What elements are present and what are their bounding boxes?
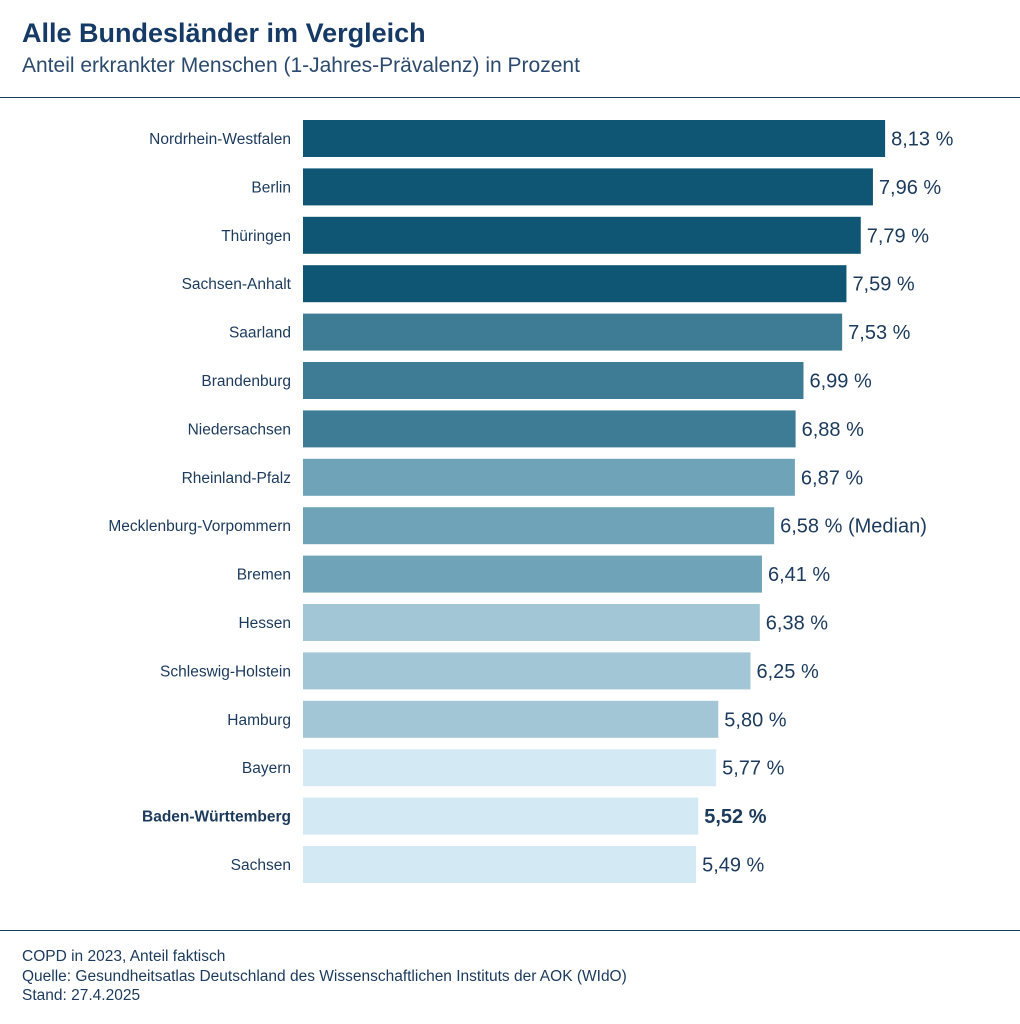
bar-row: Berlin 7,96 % xyxy=(251,168,941,206)
value-label: 6,25 % xyxy=(757,661,819,683)
value-label: 7,53 % xyxy=(848,322,910,344)
bar xyxy=(303,120,886,157)
value-label: 6,99 % xyxy=(809,371,871,393)
bar xyxy=(303,216,861,254)
bar-row: Brandenburg 6,99 % xyxy=(201,362,872,399)
bar xyxy=(303,652,751,690)
value-label: 6,41 % xyxy=(768,564,830,586)
chart-subtitle: Anteil erkrankter Menschen (1-Jahres-Prä… xyxy=(22,54,580,77)
bar-row: Sachsen 5,49 % xyxy=(231,846,765,883)
bar xyxy=(303,168,873,206)
bar-row: Hessen 6,38 % xyxy=(238,604,828,641)
value-label: 6,87 % xyxy=(801,467,863,489)
bar-chart: Nordrhein-Westfalen 8,13 % Berlin 7,96 % Thü… xyxy=(108,120,954,883)
category-label: Hamburg xyxy=(227,712,291,729)
category-label: Brandenburg xyxy=(201,373,291,390)
category-label: Bremen xyxy=(237,567,291,584)
chart-title: Alle Bundesländer im Vergleich xyxy=(22,18,426,48)
footer-note: COPD in 2023, Anteil faktisch xyxy=(22,948,226,965)
bar xyxy=(303,265,847,303)
bar-row: Schleswig-Holstein 6,25 % xyxy=(160,652,819,690)
bar xyxy=(303,700,719,738)
bar xyxy=(303,846,697,883)
bottom-divider xyxy=(0,930,1020,931)
bar-row: Bayern 5,77 % xyxy=(242,749,785,787)
value-label: 5,49 % xyxy=(702,855,764,877)
bar xyxy=(303,410,796,448)
bar xyxy=(303,507,775,545)
category-label: Sachsen xyxy=(231,857,291,874)
value-label: 5,77 % xyxy=(722,758,784,780)
category-label: Rheinland-Pfalz xyxy=(182,470,291,487)
category-label: Schleswig-Holstein xyxy=(160,663,291,680)
bar-row: Nordrhein-Westfalen 8,13 % xyxy=(149,120,954,157)
bar-row: Mecklenburg-Vorpommern 6,58 % (Median) xyxy=(108,507,927,545)
bar-row: Sachsen-Anhalt 7,59 % xyxy=(182,265,915,303)
category-label: Baden-Württemberg xyxy=(142,809,291,826)
category-label: Bayern xyxy=(242,760,291,777)
bar-row: Rheinland-Pfalz 6,87 % xyxy=(182,458,863,496)
category-label: Thüringen xyxy=(221,228,291,245)
value-label: 7,79 % xyxy=(867,225,929,247)
value-label: 6,38 % xyxy=(766,613,828,635)
value-label: 7,59 % xyxy=(852,274,914,296)
category-label: Mecklenburg-Vorpommern xyxy=(108,518,291,535)
bar-row: Niedersachsen 6,88 % xyxy=(188,410,864,448)
value-label: 5,80 % xyxy=(724,709,786,731)
footer-date: Stand: 27.4.2025 xyxy=(22,987,141,1004)
bar xyxy=(303,555,762,593)
category-label: Sachsen-Anhalt xyxy=(182,276,292,293)
category-label: Nordrhein-Westfalen xyxy=(149,131,291,148)
bar-row: Saarland 7,53 % xyxy=(229,313,911,351)
value-label: 7,96 % xyxy=(879,177,941,199)
category-label: Berlin xyxy=(251,179,291,196)
bar xyxy=(303,362,804,399)
bar-row: Baden-Württemberg 5,52 % xyxy=(142,797,767,835)
footer-source: Quelle: Gesundheitsatlas Deutschland des… xyxy=(22,967,627,985)
value-label: 6,88 % xyxy=(802,419,864,441)
bar xyxy=(303,458,795,496)
category-label: Hessen xyxy=(238,615,291,632)
value-label: 8,13 % xyxy=(891,129,953,151)
value-label: 6,58 % (Median) xyxy=(780,516,927,538)
bar-row: Thüringen 7,79 % xyxy=(221,216,929,254)
bar xyxy=(303,797,699,835)
footer: COPD in 2023, Anteil faktisch Quelle: Ge… xyxy=(22,947,627,1006)
category-label: Niedersachsen xyxy=(188,421,291,438)
bar-row: Bremen 6,41 % xyxy=(237,555,830,593)
category-label: Saarland xyxy=(229,325,291,342)
bar xyxy=(303,749,717,787)
bar xyxy=(303,313,843,351)
value-label: 5,52 % xyxy=(704,806,766,828)
bar-row: Hamburg 5,80 % xyxy=(227,700,787,738)
bar xyxy=(303,604,760,641)
top-divider xyxy=(0,97,1020,98)
